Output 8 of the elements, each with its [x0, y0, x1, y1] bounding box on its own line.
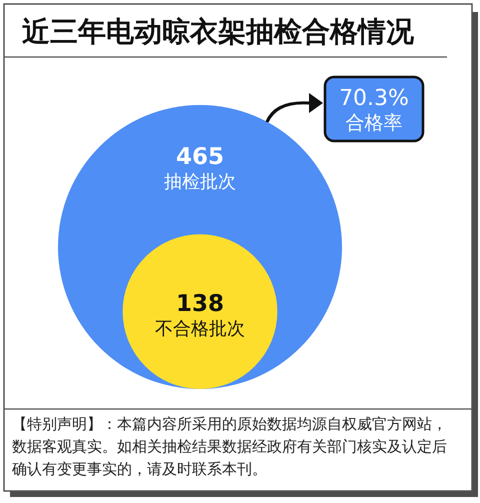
- category-label: 不合格批次: [155, 318, 245, 340]
- text: 近三年电动晾衣架抽检合格情况: [22, 15, 415, 48]
- data-label: 465: [176, 144, 224, 170]
- category-label: 抽检批次: [164, 172, 236, 193]
- data-label: 138: [176, 291, 224, 318]
- text: 70.3%: [339, 86, 409, 111]
- text: 合格率: [346, 112, 402, 134]
- text: 【特别声明】：本篇内容所采用的原始数据均源自权威官方网站，数据客观真实。如相关抽检结果数据经政府有关部门核实及认定后确认有变更事实的，请及时联系本刊。: [11, 415, 447, 478]
